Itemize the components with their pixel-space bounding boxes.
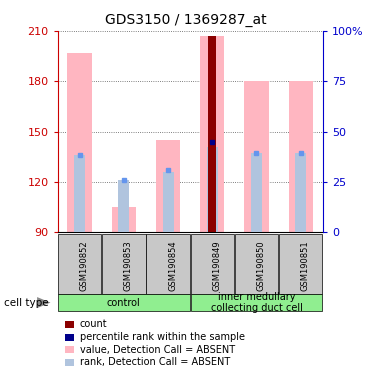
Text: GSM190851: GSM190851 — [301, 240, 310, 291]
Bar — [251, 153, 262, 232]
Text: count: count — [80, 319, 107, 329]
Bar — [208, 36, 216, 232]
Text: percentile rank within the sample: percentile rank within the sample — [80, 332, 245, 342]
Text: control: control — [107, 298, 141, 308]
Bar — [118, 180, 129, 232]
Bar — [74, 155, 85, 232]
Bar — [295, 153, 306, 232]
Bar — [289, 81, 313, 232]
Text: value, Detection Call = ABSENT: value, Detection Call = ABSENT — [80, 345, 235, 355]
Bar — [162, 172, 174, 232]
Bar — [156, 140, 180, 232]
Text: GSM190849: GSM190849 — [212, 240, 221, 291]
Bar — [200, 36, 224, 232]
Text: inner medullary
collecting duct cell: inner medullary collecting duct cell — [210, 292, 302, 313]
Text: GDS3150 / 1369287_at: GDS3150 / 1369287_at — [105, 13, 266, 27]
Text: GSM190852: GSM190852 — [80, 240, 89, 291]
Polygon shape — [37, 297, 50, 308]
Bar — [68, 53, 92, 232]
Text: rank, Detection Call = ABSENT: rank, Detection Call = ABSENT — [80, 358, 230, 367]
Text: cell type: cell type — [4, 298, 48, 308]
Text: GSM190854: GSM190854 — [168, 240, 177, 291]
Bar — [112, 207, 136, 232]
Text: GSM190853: GSM190853 — [124, 240, 133, 291]
Bar — [244, 81, 269, 232]
Bar — [207, 147, 218, 232]
Text: GSM190850: GSM190850 — [256, 240, 266, 291]
